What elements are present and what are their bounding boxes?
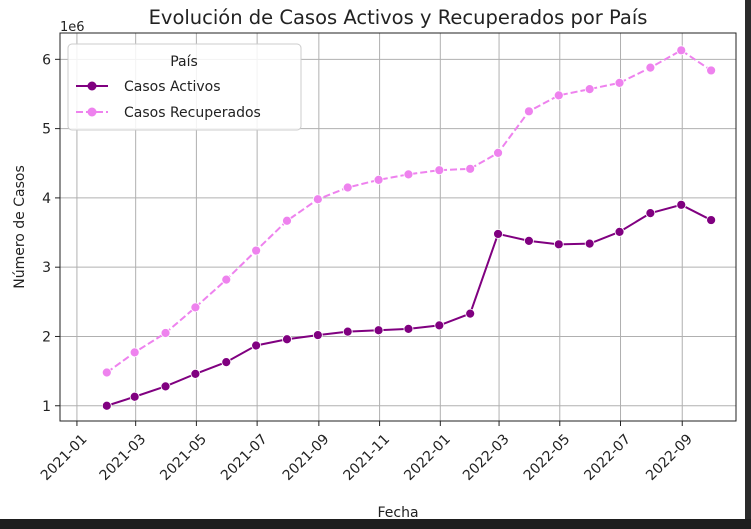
x-tick-label: 2021-03 — [97, 431, 150, 484]
y-offset-text: 1e6 — [60, 20, 85, 35]
data-point-casos-activos — [129, 391, 140, 402]
data-point-casos-activos — [584, 238, 595, 249]
data-point-casos-recuperados — [282, 215, 292, 226]
data-point-casos-recuperados — [493, 147, 503, 158]
y-tick-label: 3 — [42, 260, 51, 276]
grid — [60, 33, 736, 421]
data-point-casos-activos — [312, 330, 323, 340]
x-tick-label: 2022-03 — [460, 431, 513, 484]
legend-marker-recuperados — [87, 107, 97, 117]
data-point-casos-recuperados — [645, 62, 656, 73]
plot-series — [101, 45, 717, 411]
data-point-casos-recuperados — [434, 165, 445, 176]
plot-frame — [59, 32, 737, 422]
y-axis-label: Número de Casos — [12, 165, 28, 289]
data-point-casos-activos — [342, 326, 353, 337]
data-point-casos-activos — [160, 381, 171, 392]
series-line-casos-recuperados — [106, 49, 712, 374]
x-tick-label: 2021-01 — [38, 431, 91, 484]
data-point-casos-activos — [706, 215, 717, 225]
data-point-casos-activos — [403, 323, 414, 334]
data-point-casos-activos — [373, 325, 384, 336]
data-point-casos-recuperados — [373, 174, 384, 185]
data-point-casos-activos — [493, 229, 503, 239]
x-tick-label: 2021-05 — [157, 431, 210, 484]
data-point-casos-recuperados — [403, 169, 414, 180]
data-point-casos-activos — [676, 199, 687, 210]
legend-label-activos: Casos Activos — [124, 79, 221, 95]
y-tick-label: 1 — [42, 399, 51, 415]
window-edge-bottom — [0, 519, 751, 529]
x-tick-label: 2022-07 — [581, 431, 634, 484]
y-tick-label: 4 — [42, 191, 51, 207]
data-point-casos-activos — [101, 400, 112, 411]
data-point-casos-recuperados — [465, 163, 476, 174]
data-point-casos-recuperados — [342, 182, 353, 193]
data-point-casos-activos — [190, 368, 201, 379]
x-tick-label: 2022-01 — [401, 431, 454, 484]
data-point-casos-recuperados — [312, 194, 323, 205]
data-point-casos-recuperados — [584, 84, 595, 95]
data-point-casos-recuperados — [101, 367, 112, 378]
data-point-casos-activos — [251, 340, 262, 351]
y-tick-label: 2 — [42, 329, 51, 345]
legend-marker-activos — [87, 81, 97, 91]
x-tick-label: 2021-07 — [218, 431, 271, 484]
data-point-casos-recuperados — [190, 302, 201, 313]
x-axis-label: Fecha — [377, 505, 418, 521]
legend-box — [67, 43, 302, 131]
data-point-casos-activos — [645, 208, 656, 219]
window-edge-right — [745, 0, 751, 529]
data-point-casos-activos — [614, 226, 625, 237]
x-tick-label: 2022-05 — [521, 431, 574, 484]
x-tick-label: 2022-09 — [643, 431, 696, 484]
data-point-casos-recuperados — [129, 347, 140, 358]
data-point-casos-recuperados — [614, 77, 625, 88]
data-point-casos-activos — [282, 334, 292, 345]
data-point-casos-activos — [221, 357, 232, 368]
data-point-casos-activos — [434, 320, 445, 331]
chart-title: Evolución de Casos Activos y Recuperados… — [149, 6, 648, 29]
x-tick-label: 2021-09 — [280, 431, 333, 484]
data-point-casos-recuperados — [524, 106, 534, 117]
legend-label-recuperados: Casos Recuperados — [124, 105, 261, 121]
data-point-casos-recuperados — [706, 65, 717, 76]
y-tick-label: 5 — [42, 122, 51, 138]
x-tick-label: 2021-11 — [341, 431, 394, 484]
data-point-casos-recuperados — [160, 328, 171, 338]
legend-title: País — [170, 54, 198, 70]
data-point-casos-recuperados — [251, 245, 262, 256]
data-point-casos-recuperados — [553, 90, 564, 101]
legend: País Casos Activos Casos Recuperados — [67, 43, 302, 131]
data-point-casos-activos — [524, 235, 534, 246]
data-point-casos-recuperados — [221, 274, 232, 285]
data-point-casos-activos — [465, 308, 476, 319]
data-point-casos-recuperados — [676, 45, 687, 56]
data-point-casos-activos — [553, 239, 564, 250]
y-tick-label: 6 — [42, 52, 51, 68]
